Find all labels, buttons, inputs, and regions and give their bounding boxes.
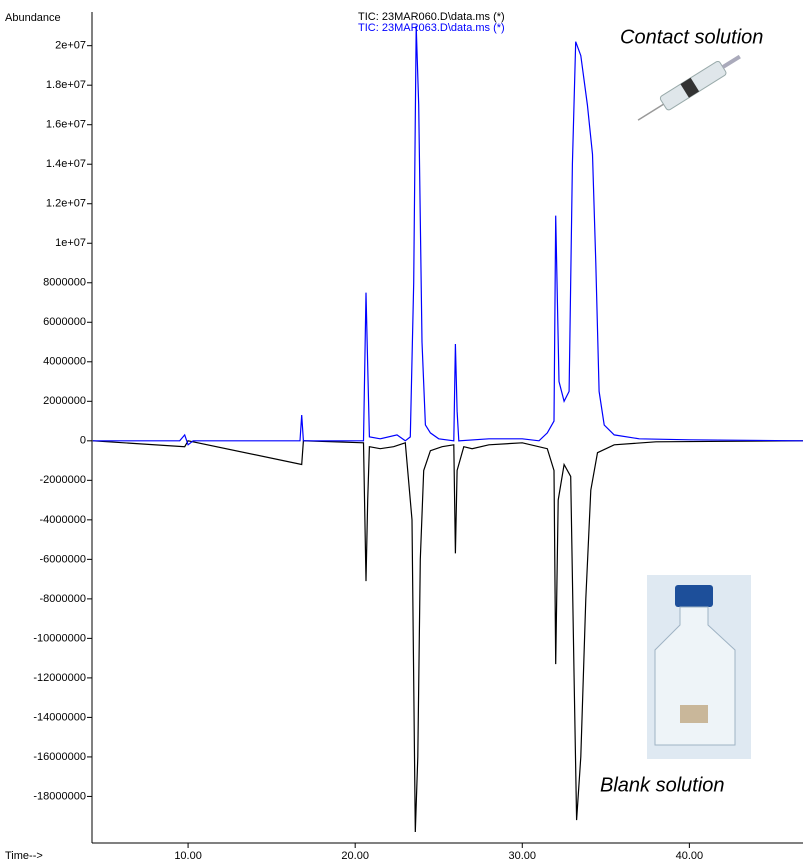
y-tick-label: 1.6e+07 — [46, 119, 86, 131]
y-tick-label: -12000000 — [33, 672, 86, 684]
y-tick-label: -10000000 — [33, 632, 86, 644]
y-tick-label: 2000000 — [43, 395, 86, 407]
y-tick-label: 2e+07 — [55, 40, 86, 52]
x-tick-label: 40.00 — [676, 850, 704, 862]
y-tick-label: -4000000 — [40, 514, 87, 526]
syringe-plunger — [680, 77, 700, 98]
y-tick-label: -18000000 — [33, 790, 86, 802]
y-tick-label: -14000000 — [33, 711, 86, 723]
syringe-rod — [721, 54, 741, 69]
series-line — [92, 25, 804, 446]
legend-entry: TIC: 23MAR060.D\data.ms (*) — [358, 11, 505, 23]
y-tick-label: -2000000 — [40, 474, 87, 486]
legend-entry: TIC: 23MAR063.D\data.ms (*) — [358, 22, 505, 34]
x-axis-label: Time--> — [5, 850, 43, 862]
y-tick-label: 1e+07 — [55, 237, 86, 249]
y-tick-label: -6000000 — [40, 553, 87, 565]
y-tick-label: 6000000 — [43, 316, 86, 328]
y-tick-label: 4000000 — [43, 356, 86, 368]
y-axis-label: Abundance — [5, 12, 61, 24]
y-tick-label: 1.2e+07 — [46, 198, 86, 210]
y-tick-label: 8000000 — [43, 277, 86, 289]
y-tick-label: -8000000 — [40, 593, 87, 605]
syringe-image — [637, 54, 741, 121]
y-tick-label: 1.4e+07 — [46, 158, 86, 170]
syringe-needle — [637, 103, 664, 121]
series-line — [92, 440, 804, 833]
y-tick-label: 1.8e+07 — [46, 79, 86, 91]
x-tick-label: 10.00 — [174, 850, 202, 862]
bottle-cap — [675, 585, 713, 607]
annotation: Contact solution — [620, 26, 763, 48]
bottle-body — [654, 606, 736, 746]
y-tick-label: -16000000 — [33, 751, 86, 763]
x-tick-label: 20.00 — [341, 850, 369, 862]
y-tick-label: 0 — [80, 435, 86, 447]
annotation: Blank solution — [600, 774, 725, 796]
x-tick-label: 30.00 — [509, 850, 537, 862]
bottle-image — [647, 575, 751, 759]
bottle-label — [680, 705, 708, 723]
